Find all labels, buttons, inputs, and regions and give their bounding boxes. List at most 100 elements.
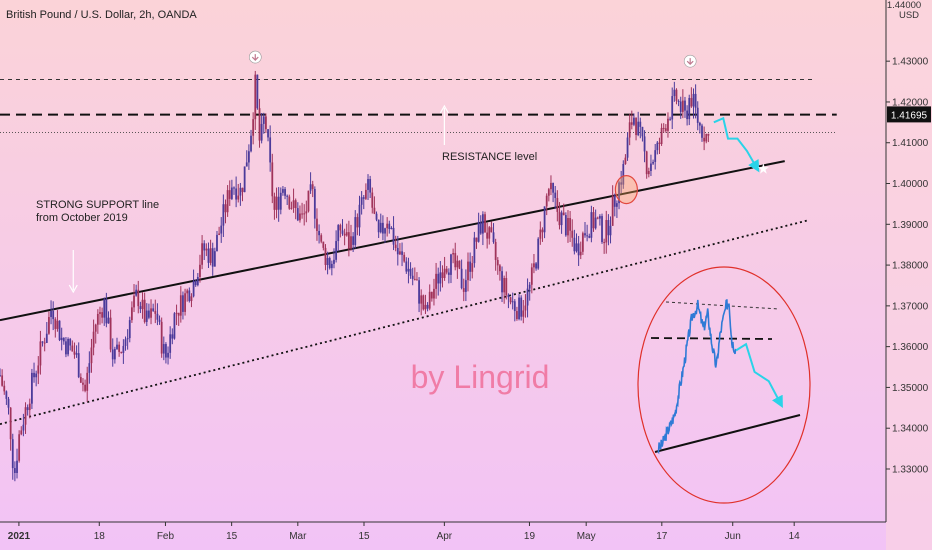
candle-body (492, 232, 495, 243)
candle-body (488, 227, 491, 239)
candle-body (194, 281, 197, 286)
candle-body (354, 217, 357, 245)
support-trendline (0, 160, 785, 322)
candle-body (156, 313, 159, 320)
candle-body (664, 128, 667, 131)
candle-body (573, 237, 576, 252)
candle-body (688, 97, 691, 120)
candle-body (247, 151, 250, 163)
chart-title: British Pound / U.S. Dollar, 2h, OANDA (6, 9, 197, 21)
lower-channel-trendline (0, 219, 809, 425)
candle-body (299, 213, 301, 221)
candle-body (535, 263, 537, 269)
candle-body (613, 195, 616, 207)
candle-body (598, 216, 601, 219)
candle-body (458, 260, 461, 269)
y-tick-label: 1.37000 (892, 301, 929, 312)
candle-body (399, 251, 401, 255)
candle-body (173, 313, 176, 339)
inset-projection-arrow (735, 342, 783, 409)
candle-body (245, 162, 248, 167)
candle-body (681, 100, 684, 112)
candle-body (262, 116, 265, 124)
candle-body (309, 184, 312, 191)
candle-body (282, 189, 284, 193)
candle-body (499, 265, 501, 272)
candle-body (626, 137, 629, 158)
candle-body (505, 278, 508, 295)
x-tick-label: 17 (656, 531, 668, 542)
candle-body (216, 234, 218, 252)
candle-body (337, 225, 340, 242)
candle-body (273, 196, 276, 210)
candle-body (296, 208, 299, 221)
candle-body (22, 424, 25, 431)
candle-body (28, 403, 31, 411)
trendlines-layer (0, 160, 809, 425)
support-annotation-line2: from October 2019 (36, 212, 128, 224)
candle-body (637, 121, 640, 136)
candle-body (643, 136, 646, 152)
candle-body (275, 196, 278, 210)
candle-body (137, 289, 140, 307)
candle-body (630, 122, 633, 125)
candle-body (511, 301, 514, 303)
candle-body (481, 214, 484, 234)
candle-body (160, 321, 163, 354)
candle-body (99, 312, 101, 314)
candle-body (184, 293, 186, 312)
candle-body (690, 97, 693, 107)
candle-body (394, 244, 397, 248)
candle-body (556, 198, 559, 212)
candle-body (345, 232, 348, 236)
candle-body (360, 197, 363, 205)
candle-body (109, 317, 112, 350)
candle-body (437, 273, 440, 284)
candle-body (20, 430, 23, 435)
candle-body (54, 319, 57, 329)
candles-layer (0, 70, 710, 482)
candle-body (660, 127, 663, 144)
candle-body (401, 251, 403, 255)
candle-body (130, 307, 133, 321)
candle-body (39, 341, 42, 366)
candle-body (486, 232, 489, 239)
candle-body (650, 163, 652, 171)
y-axis-unit: USD (899, 10, 919, 21)
candle-body (450, 254, 452, 275)
candle-body (254, 74, 257, 120)
candle-body (369, 179, 372, 193)
candle-body (145, 310, 148, 322)
candle-body (426, 304, 429, 309)
candle-body (201, 243, 203, 265)
candle-body (456, 260, 459, 268)
candle-body (596, 217, 599, 219)
candle-body (316, 218, 318, 231)
candle-body (179, 295, 182, 316)
candle-body (86, 372, 89, 391)
candle-body (37, 365, 40, 374)
candle-body (577, 243, 580, 256)
candle-body (313, 188, 316, 219)
candle-body (154, 310, 157, 314)
candle-body (177, 312, 180, 316)
support-annotation-line1: STRONG SUPPORT line (36, 199, 159, 211)
candle-body (148, 310, 150, 318)
candle-body (384, 228, 386, 234)
candle-body (594, 217, 597, 229)
candle-body (675, 89, 678, 101)
candle-body (392, 227, 395, 245)
candle-body (48, 317, 50, 334)
candle-body (513, 301, 516, 312)
candle-body (305, 211, 308, 214)
candle-body (609, 225, 612, 236)
candle-body (694, 93, 697, 108)
inset-resistance-level (650, 337, 773, 340)
candle-body (350, 236, 352, 249)
candle-body (645, 151, 648, 175)
candle-body (94, 324, 97, 332)
candle-body (396, 247, 399, 255)
candle-body (375, 213, 378, 220)
candle-body (79, 377, 82, 383)
